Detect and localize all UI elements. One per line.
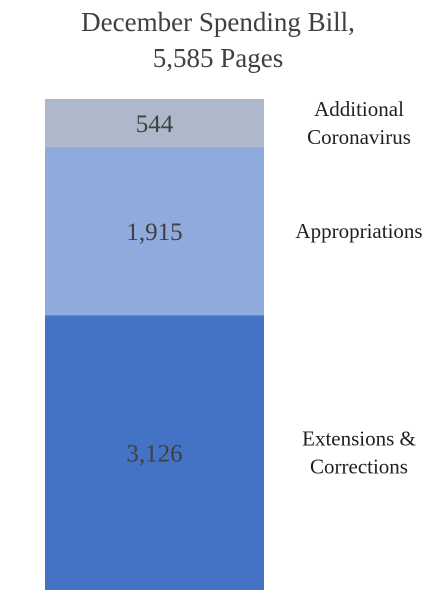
category-label-appropriations-line-1: Appropriations bbox=[295, 219, 422, 243]
segment-value-labels: 3,126 1,915 544 bbox=[126, 111, 182, 468]
value-label-additional-coronavirus: 544 bbox=[136, 111, 174, 138]
chart-title-line-1: December Spending Bill, bbox=[81, 7, 355, 37]
category-label-extensions-corrections-line-1: Extensions & bbox=[302, 427, 416, 451]
bar-segment-extensions-corrections bbox=[45, 315, 264, 590]
bar-stack bbox=[45, 99, 264, 590]
chart-title-line-2: 5,585 Pages bbox=[153, 43, 284, 73]
value-label-appropriations: 1,915 bbox=[126, 219, 182, 246]
bar-segment-appropriations bbox=[45, 146, 264, 316]
segment-category-labels: Extensions & Corrections Appropriations Add… bbox=[295, 97, 422, 479]
category-label-extensions-corrections-line-2: Corrections bbox=[310, 455, 408, 479]
category-label-additional-coronavirus-line-1: Additional bbox=[314, 97, 404, 121]
value-label-extensions-corrections: 3,126 bbox=[126, 441, 182, 468]
bar-segment-additional-coronavirus bbox=[45, 99, 264, 147]
category-label-additional-coronavirus-line-2: Coronavirus bbox=[307, 125, 411, 149]
chart-title: December Spending Bill, 5,585 Pages bbox=[81, 7, 355, 73]
